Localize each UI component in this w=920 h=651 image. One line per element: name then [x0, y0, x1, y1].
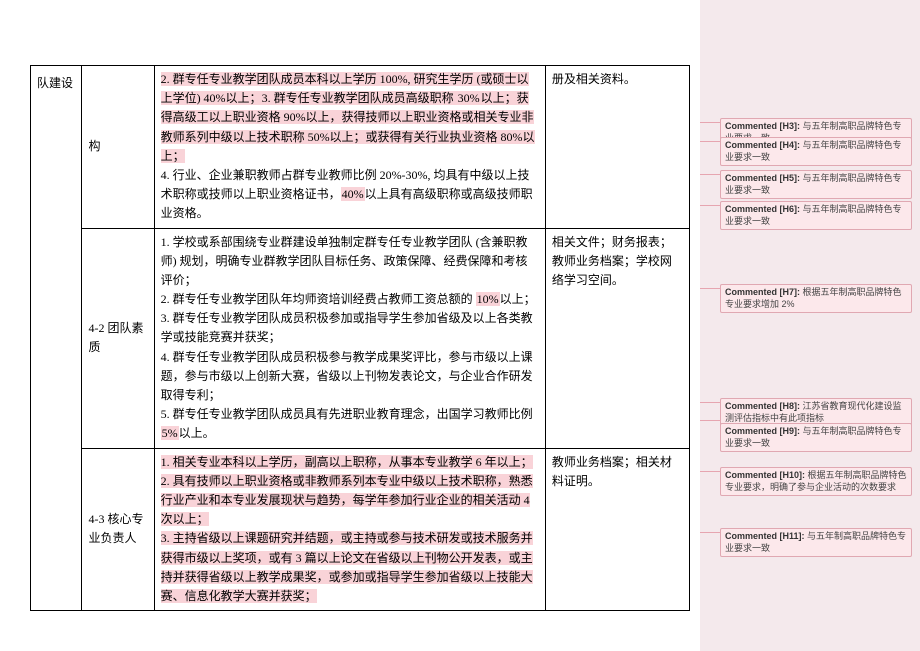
comment-balloon[interactable]: Commented [H7]: 根据五年制高职品牌特色专业要求增加 2% [720, 284, 912, 313]
comment-connector [700, 141, 720, 142]
comment-id: Commented [H8]: [725, 401, 803, 411]
highlighted-number: 40% [341, 187, 365, 201]
body-text: 1. 学校或系部围绕专业群建设单独制定群专任专业教学团队 (含兼职教师) 规划，… [161, 235, 528, 287]
body-text: 3. 群专任专业教学团队成员积极参加或指导学生参加省级及以上各类教学或技能竞赛并… [161, 311, 533, 344]
comment-balloon[interactable]: Commented [H5]: 与五年制高职品牌特色专业要求一致 [720, 170, 912, 199]
body-text: 2. 群专任专业教学团队年均师资培训经费占教师工资总额的 [161, 292, 476, 306]
evidence-cell-1: 相关文件；财务报表；教师业务档案；学校网络学习空间。 [545, 228, 689, 448]
highlighted-text: 3. 主持省级以上课题研究并结题，或主持或参与技术研发或技术服务并获得市级以上奖… [161, 531, 533, 603]
body-text: 4. 群专任专业教学团队成员积极参与教学成果奖评比，参与市级以上课题，参与市级以… [161, 350, 533, 402]
comment-id: Commented [H6]: [725, 204, 803, 214]
comment-connector [700, 205, 720, 206]
comment-connector [700, 288, 720, 289]
comment-balloon[interactable]: Commented [H6]: 与五年制高职品牌特色专业要求一致 [720, 201, 912, 230]
highlighted-text: 3. 群专任专业教学团队成员高级职称 [262, 91, 457, 105]
subcat-cell-0: 构 [82, 66, 154, 229]
comment-balloon[interactable]: Commented [H10]: 根据五年制高职品牌特色专业要求，明确了参与企业… [720, 467, 912, 496]
comment-id: Commented [H9]: [725, 426, 803, 436]
comment-id: Commented [H11]: [725, 531, 807, 541]
document-area: 队建设 构 2. 群专任专业教学团队成员本科以上学历 100%, 研究生学历 (… [0, 0, 700, 651]
comment-balloon[interactable]: Commented [H11]: 与五年制高职品牌特色专业要求一致 [720, 528, 912, 557]
comments-sidebar: Commented [H3]: 与五年制高职品牌特色专业要求一致Commente… [700, 0, 920, 651]
category-cell: 队建设 [31, 66, 82, 611]
subcat-cell-1: 4-2 团队素质 [82, 228, 154, 448]
comment-connector [700, 471, 720, 472]
highlighted-number: 5% [161, 426, 179, 440]
body-text: 5. 群专任专业教学团队成员具有先进职业教育理念，出国学习教师比例 [161, 407, 533, 421]
comment-connector [700, 420, 720, 421]
body-text: 以上； [500, 292, 536, 306]
criteria-table: 队建设 构 2. 群专任专业教学团队成员本科以上学历 100%, 研究生学历 (… [30, 65, 690, 611]
comment-id: Commented [H10]: [725, 470, 808, 480]
comment-connector [700, 174, 720, 175]
body-text: 以上。 [179, 426, 215, 440]
comment-connector [700, 402, 720, 403]
highlighted-text: 2. 具有技师以上职业资格或非教师系列本专业中级以上技术职称，熟悉行业产业和本专… [161, 474, 533, 526]
evidence-cell-2: 教师业务档案；相关材料证明。 [545, 448, 689, 611]
content-cell-2: 1. 相关专业本科以上学历，副高以上职称，从事本专业教学 6 年以上； 2. 具有… [154, 448, 545, 611]
comment-id: Commented [H7]: [725, 287, 803, 297]
comment-id: Commented [H4]: [725, 140, 803, 150]
highlighted-text: 1. 相关专业本科以上学历，副高以上职称，从事本专业教学 6 年以上； [161, 455, 533, 469]
comment-id: Commented [H5]: [725, 173, 803, 183]
evidence-cell-0: 册及相关资料。 [545, 66, 689, 229]
content-cell-0: 2. 群专任专业教学团队成员本科以上学历 100%, 研究生学历 (或硕士以上学… [154, 66, 545, 229]
comment-balloon[interactable]: Commented [H4]: 与五年制高职品牌特色专业要求一致 [720, 137, 912, 166]
comment-connector [700, 122, 720, 123]
highlighted-number: 30% [457, 91, 481, 105]
highlighted-number: 10% [476, 292, 500, 306]
comment-balloon[interactable]: Commented [H9]: 与五年制高职品牌特色专业要求一致 [720, 423, 912, 452]
content-cell-1: 1. 学校或系部围绕专业群建设单独制定群专任专业教学团队 (含兼职教师) 规划，… [154, 228, 545, 448]
subcat-cell-2: 4-3 核心专业负责人 [82, 448, 154, 611]
comment-id: Commented [H3]: [725, 121, 803, 131]
comment-connector [700, 532, 720, 533]
highlighted-text: 以上； [481, 91, 517, 105]
